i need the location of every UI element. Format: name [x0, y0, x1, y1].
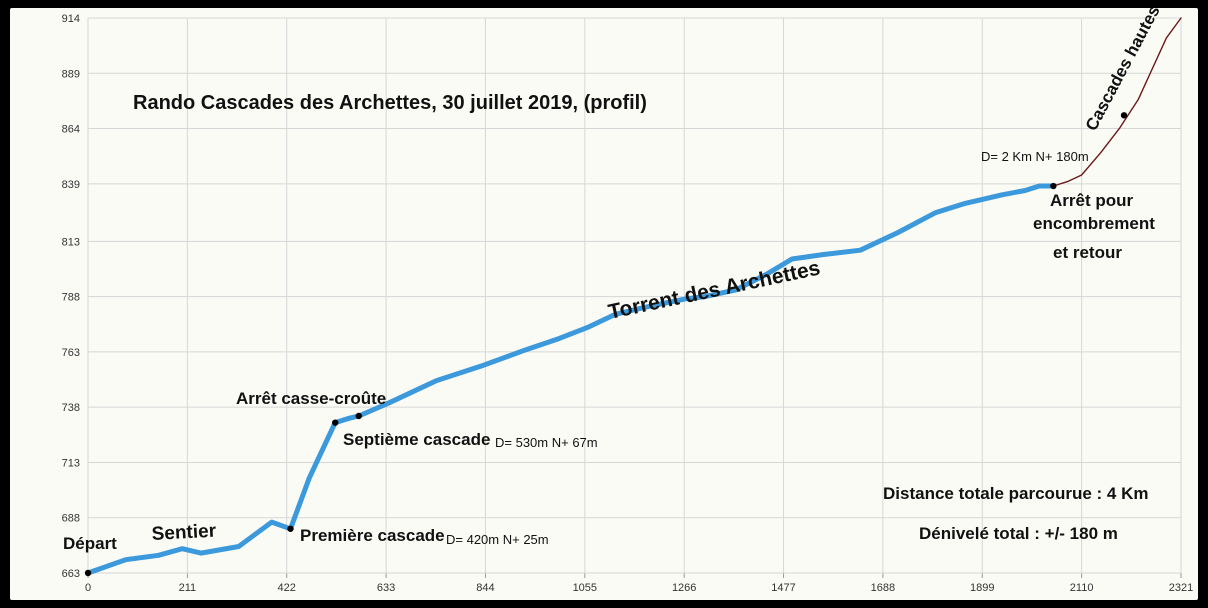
label-d1: D= 420m N+ 25m	[446, 532, 549, 547]
y-tick-label: 763	[62, 347, 80, 359]
label-denivele-total: Dénivelé total : +/- 180 m	[919, 524, 1118, 543]
annotations: Rando Cascades des Archettes, 30 juillet…	[63, 8, 1164, 553]
marker-layer	[84, 112, 1128, 577]
y-tick-label: 813	[62, 236, 80, 248]
series-layer	[85, 17, 1182, 576]
x-tick-label: 1477	[771, 582, 795, 594]
x-tick-label: 422	[278, 582, 296, 594]
elevation-profile-chart: 0 211 422 633 844 1055 1266 1477 1688 1899 2110 232…	[62, 8, 1194, 594]
x-tick-label: 2321	[1169, 582, 1193, 594]
waypoint-marker	[287, 525, 294, 532]
y-tick-label: 663	[62, 568, 80, 580]
y-tick-label: 713	[62, 457, 80, 469]
y-tick-label: 864	[62, 124, 80, 136]
x-tick-label: 1055	[573, 582, 597, 594]
y-tick-label: 889	[62, 68, 80, 80]
grid-layer	[87, 17, 1182, 578]
x-tick-label: 2110	[1070, 582, 1094, 594]
label-septieme-cascade: Septième cascade	[343, 430, 490, 449]
x-tick-label: 1266	[672, 582, 696, 594]
waypoint-marker	[1050, 182, 1057, 190]
label-depart: Départ	[63, 534, 117, 553]
series-line-1	[85, 183, 1056, 576]
label-arret-line3: et retour	[1053, 243, 1122, 262]
series-line-2	[1052, 17, 1182, 187]
label-d2: D= 530m N+ 67m	[495, 435, 598, 450]
label-arret-line1: Arrêt pour	[1050, 191, 1134, 210]
x-tick-label: 633	[377, 582, 395, 594]
x-tick-label: 1688	[871, 582, 895, 594]
waypoint-marker	[84, 569, 92, 577]
x-tick-label: 1899	[970, 582, 994, 594]
waypoint-marker	[1120, 112, 1128, 119]
label-sentier: Sentier	[151, 521, 217, 545]
tick-labels: 0 211 422 633 844 1055 1266 1477 1688 1899 2110 232…	[62, 13, 1194, 594]
label-distance-totale: Distance totale parcourue : 4 Km	[883, 484, 1148, 503]
label-torrent: Torrent des Archettes	[606, 257, 822, 324]
label-premiere-cascade: Première cascade	[300, 526, 445, 545]
label-arret-line2: encombrement	[1033, 214, 1155, 233]
y-tick-label: 788	[62, 292, 80, 304]
chart-frame: 0 211 422 633 844 1055 1266 1477 1688 1899 2110 232…	[10, 8, 1198, 600]
y-tick-label: 738	[62, 402, 80, 414]
x-tick-label: 211	[179, 582, 197, 594]
x-tick-label: 844	[476, 582, 494, 594]
waypoint-marker	[332, 419, 339, 426]
label-arret-casse-croute: Arrêt casse-croûte	[236, 389, 386, 408]
y-tick-label: 914	[62, 13, 80, 25]
x-tick-label: 0	[85, 582, 91, 594]
label-d3: D= 2 Km N+ 180m	[981, 149, 1089, 164]
y-tick-label: 839	[62, 179, 80, 191]
waypoint-marker	[355, 412, 362, 420]
y-tick-label: 688	[62, 513, 80, 525]
chart-title: Rando Cascades des Archettes, 30 juillet…	[133, 92, 647, 114]
